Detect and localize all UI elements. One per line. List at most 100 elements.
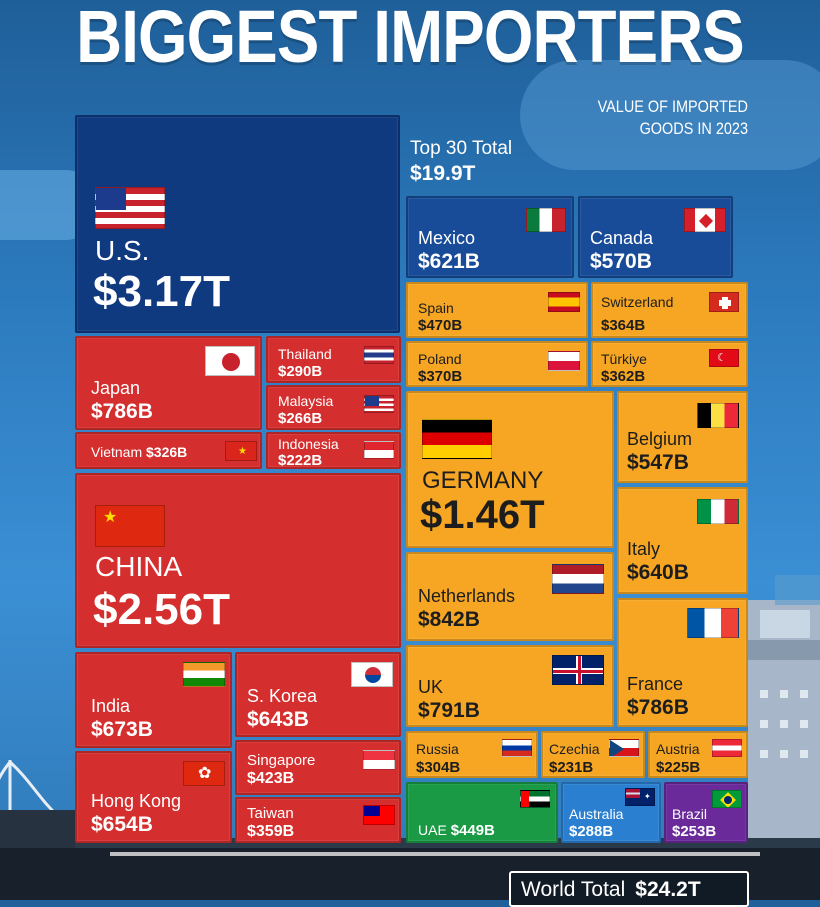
tile-value: $326B <box>146 444 188 460</box>
tile-thailand: Thailand $290B <box>266 336 401 383</box>
world-total-value: $24.2T <box>635 878 701 901</box>
tile-name: GERMANY <box>422 467 544 494</box>
austria-flag-icon <box>712 739 742 757</box>
tile-s-korea: S. Korea $643B <box>235 652 401 737</box>
tile-australia: ✦ Australia $288B <box>561 782 661 843</box>
tile-name: Thailand <box>278 346 332 362</box>
tile-value: $842B <box>418 608 480 631</box>
tile-label: Vietnam $326B <box>91 444 187 460</box>
mexico-flag-icon <box>526 208 566 232</box>
tile-indonesia: Indonesia $222B <box>266 432 401 469</box>
tile-value: $304B <box>416 759 461 776</box>
tile-name: Italy <box>627 539 661 559</box>
hong-kong-flag-icon: ✿ <box>183 761 225 786</box>
tile-value: $791B <box>418 699 480 722</box>
tile-value: $362B <box>601 368 646 385</box>
tile-value: $370B <box>418 368 463 385</box>
tile-spain: Spain $470B <box>406 282 588 338</box>
tile-name: Taiwan <box>247 805 294 822</box>
korea-flag-icon <box>351 662 393 687</box>
tile-us: U.S. $3.17T <box>75 115 400 333</box>
chart-subtitle: VALUE OF IMPORTED GOODS IN 2023 <box>527 96 748 140</box>
australia-flag-icon: ✦ <box>625 788 655 806</box>
tile-czechia: Czechia $231B <box>541 731 645 778</box>
top30-total: Top 30 Total $19.9T <box>410 138 512 186</box>
tile-name: Spain <box>418 300 454 316</box>
china-flag-icon: ★ <box>95 505 165 547</box>
tile-value: $449B <box>450 822 495 839</box>
tile-value: $364B <box>601 317 646 334</box>
tile-value: $547B <box>627 451 689 474</box>
tile-value: $225B <box>656 759 701 776</box>
germany-flag-icon <box>422 419 492 459</box>
tile-value: $423B <box>247 770 295 787</box>
tile-name: Mexico <box>418 228 476 248</box>
tile-name: Brazil <box>672 806 708 822</box>
uae-flag-icon <box>520 790 550 808</box>
tile-value: $266B <box>278 410 323 427</box>
singapore-flag-icon <box>363 750 395 770</box>
tile-name: Poland <box>418 351 462 367</box>
tile-name: CHINA <box>95 551 183 582</box>
tile-name: Australia <box>569 806 624 822</box>
tile-value: $640B <box>627 561 689 584</box>
tile-name: Indonesia <box>278 436 339 452</box>
tile-name: Türkiye <box>601 351 647 367</box>
italy-flag-icon <box>697 499 739 524</box>
tile-value: $570B <box>590 250 652 273</box>
vietnam-flag-icon: ★ <box>225 441 257 461</box>
us-flag-icon <box>95 187 165 229</box>
top30-value: $19.9T <box>410 162 476 185</box>
tile-value: $359B <box>247 823 295 840</box>
tile-label: UAE $449B <box>418 822 495 839</box>
uk-flag-icon <box>552 655 604 685</box>
tile-name: Japan <box>91 378 141 398</box>
tile-mexico: Mexico $621B <box>406 196 574 278</box>
tile-name: Czechia <box>549 741 600 757</box>
tile-value: $3.17T <box>93 267 230 316</box>
tile-name: Netherlands <box>418 586 516 606</box>
tile-uk: UK $791B <box>406 645 614 727</box>
tile-name: U.S. <box>95 235 150 266</box>
tile-value: $786B <box>627 696 689 719</box>
tile-netherlands: Netherlands $842B <box>406 552 614 641</box>
tile-value: $222B <box>278 452 323 469</box>
tile-austria: Austria $225B <box>648 731 748 778</box>
tile-value: $231B <box>549 759 594 776</box>
tile-name: Malaysia <box>278 393 334 409</box>
brazil-flag-icon <box>712 790 742 808</box>
tile-value: $288B <box>569 823 614 840</box>
ship-deck <box>0 838 820 848</box>
tile-value: $673B <box>91 718 153 741</box>
japan-flag-icon <box>205 346 255 376</box>
world-total-badge: World Total $24.2T <box>509 871 749 907</box>
tile-turkiye: ☾ Türkiye $362B <box>591 341 748 387</box>
netherlands-flag-icon <box>552 564 604 594</box>
tile-canada: Canada $570B <box>578 196 733 278</box>
page-title: BIGGEST IMPORTERS <box>76 0 745 78</box>
tile-name: Switzerland <box>601 294 674 310</box>
tile-name: UK <box>418 677 444 697</box>
india-flag-icon <box>183 662 225 687</box>
tile-value: $643B <box>247 708 309 731</box>
tile-value: $654B <box>91 813 153 836</box>
spain-flag-icon <box>548 292 580 312</box>
tile-india: India $673B <box>75 652 232 748</box>
tile-name: Canada <box>590 228 654 248</box>
indonesia-flag-icon <box>364 441 394 459</box>
switzerland-flag-icon <box>709 292 739 312</box>
tile-name: Austria <box>656 741 700 757</box>
tile-name: Singapore <box>247 752 316 769</box>
turkiye-flag-icon: ☾ <box>709 349 739 367</box>
tile-singapore: Singapore $423B <box>235 740 401 795</box>
port-building <box>748 575 820 850</box>
subtitle-line-1: VALUE OF IMPORTED <box>597 97 748 116</box>
tile-value: $786B <box>91 400 153 423</box>
tile-hong-kong: ✿ Hong Kong $654B <box>75 751 232 843</box>
tile-switzerland: Switzerland $364B <box>591 282 748 338</box>
thailand-flag-icon <box>364 346 394 364</box>
tile-uae: UAE $449B <box>406 782 558 843</box>
tile-germany: GERMANY $1.46T <box>406 391 614 548</box>
tile-france: France $786B <box>617 598 748 727</box>
tile-vietnam: ★ Vietnam $326B <box>75 432 262 469</box>
